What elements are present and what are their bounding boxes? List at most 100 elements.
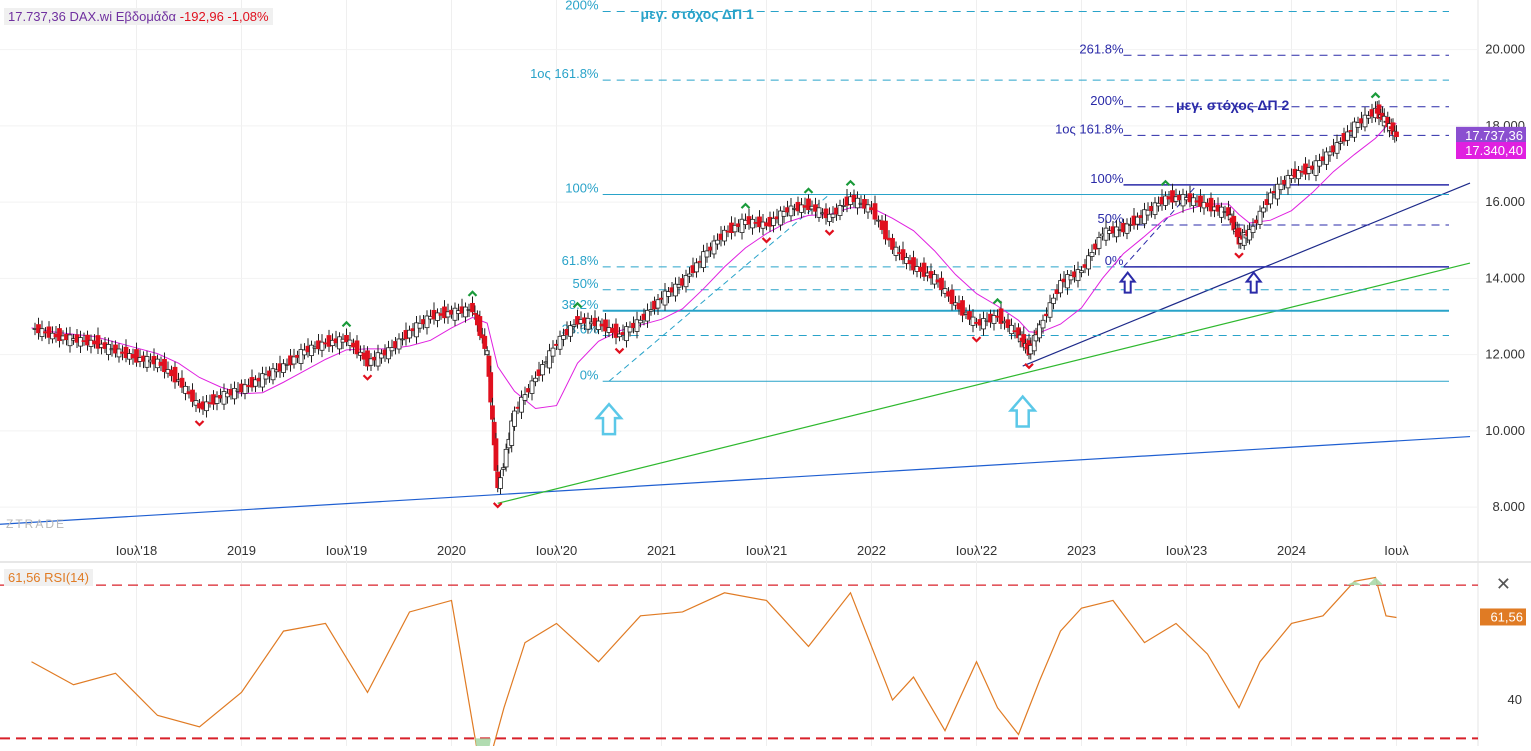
candle-body (1345, 131, 1350, 141)
x-tick-label: Ιουλ'20 (536, 543, 577, 558)
x-tick-label: 2022 (857, 543, 886, 558)
candle-body (183, 385, 188, 394)
candle-body (498, 477, 503, 489)
candle-body (550, 347, 556, 357)
candle-body (739, 218, 745, 233)
candle-body (263, 374, 269, 380)
candle-body (1135, 216, 1140, 225)
red-chevron-down-icon (761, 237, 772, 244)
candle-body (1068, 275, 1074, 281)
last-price-label: 17.737,36 (1465, 128, 1523, 143)
rsi-extreme-fill (475, 738, 491, 751)
candle-body (354, 340, 360, 355)
candle-body (1065, 274, 1070, 289)
candle-body (1047, 302, 1053, 318)
green-chevron-up-icon (992, 297, 1003, 305)
fib1-label: 38.2% (562, 297, 599, 312)
candle-body (1352, 121, 1357, 138)
close-icon[interactable]: ✕ (1495, 574, 1511, 594)
candle-body (463, 306, 468, 318)
fib1-label: 200% (565, 0, 599, 12)
candle-body (687, 273, 692, 277)
candle-body (1317, 160, 1322, 167)
up-arrow-icon (1118, 270, 1137, 294)
candle-body (533, 377, 538, 383)
candle-body (407, 329, 412, 339)
candle-body (683, 275, 689, 288)
rsi-value-label: 61,56 (1490, 609, 1523, 624)
candle-body (1037, 324, 1042, 339)
candle-body (732, 224, 738, 233)
red-chevron-down-icon (971, 336, 982, 343)
candle-body (435, 312, 440, 321)
x-tick-label: Ιουλ'23 (1166, 543, 1207, 558)
candle-body (190, 389, 195, 402)
candle-body (490, 405, 495, 420)
candle-body (204, 401, 209, 412)
candle-body (911, 257, 916, 271)
candle-body (503, 448, 509, 468)
trend-dashed-1 (608, 194, 830, 382)
candle-body (488, 372, 494, 403)
candle-body (270, 368, 276, 381)
candle-body (778, 210, 783, 226)
candle-body (1079, 270, 1084, 274)
green-chevron-up-icon (467, 290, 478, 297)
candle-body (1089, 252, 1095, 257)
candle-body (1198, 195, 1203, 207)
candle-body (281, 363, 286, 373)
candle-body (470, 302, 475, 313)
candle-body (781, 211, 787, 217)
x-tick-label: 2020 (437, 543, 466, 558)
candle-body (1208, 197, 1214, 212)
watermark: ZTRADE (6, 517, 66, 531)
candle-body (417, 322, 423, 329)
candle-body (883, 220, 888, 240)
candle-body (827, 213, 832, 222)
price-header-name: DAX.wi Εβδομάδα (69, 9, 177, 24)
fib1-label: 0% (580, 367, 599, 382)
candle-body (893, 246, 899, 256)
fib1-label: 1ος 161.8% (530, 66, 599, 81)
candle-body (291, 356, 297, 365)
green-chevron-up-icon (341, 320, 352, 328)
candle-body (634, 319, 640, 332)
candle-body (1334, 142, 1340, 154)
candle-body (900, 249, 906, 261)
candle-body (837, 205, 843, 216)
candle-body (1051, 297, 1056, 304)
candle-body (368, 358, 374, 366)
candle-body (493, 438, 499, 471)
candle-body (942, 288, 948, 294)
candle-body (991, 315, 997, 324)
candle-body (939, 277, 944, 290)
candle-body (1355, 122, 1361, 128)
candle-body (701, 251, 706, 268)
candle-body (221, 391, 227, 405)
candle-body (519, 396, 524, 413)
x-tick-label: Ιουλ'22 (956, 543, 997, 558)
green-chevron-up-icon (803, 187, 814, 194)
candle-body (337, 336, 342, 350)
candle-body (624, 326, 629, 342)
candle-body (806, 198, 811, 211)
candle-body (1366, 115, 1371, 119)
candle-body (890, 238, 895, 250)
y-tick-label: 14.000 (1485, 270, 1525, 285)
candle-body (1142, 209, 1147, 225)
fib1-label: 50% (572, 276, 598, 291)
last-price-tag (1456, 126, 1526, 144)
fib2-label: 200% (1090, 93, 1124, 108)
candle-body (613, 323, 619, 338)
trendline-long-blue (0, 435, 1471, 525)
candle-body (627, 326, 633, 333)
target-annotation-2: μεγ. στόχος ΔΠ 2 (1176, 97, 1289, 113)
up-arrow-icon (1007, 394, 1038, 428)
green-chevron-up-icon (740, 202, 751, 209)
y-tick-label: 20.000 (1485, 42, 1525, 57)
candle-body (400, 338, 405, 341)
candle-body (1278, 183, 1284, 191)
ma-price-tag (1456, 141, 1526, 159)
candle-body (179, 377, 185, 388)
